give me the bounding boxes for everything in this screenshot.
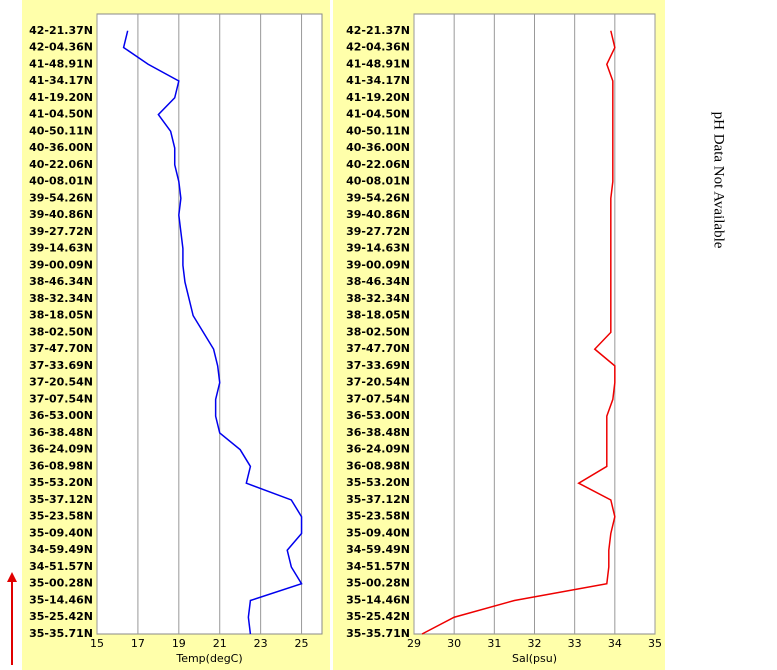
y-tick-label: 41-48.91N — [29, 57, 93, 70]
y-tick-label: 40-50.11N — [346, 124, 410, 137]
y-tick-label: 38-02.50N — [29, 325, 93, 338]
y-tick-label: 40-22.06N — [29, 158, 93, 171]
x-tick-label: 35 — [648, 637, 662, 650]
y-tick-label: 41-34.17N — [346, 74, 410, 87]
x-tick-label: 25 — [295, 637, 309, 650]
x-axis-label: Sal(psu) — [512, 652, 557, 665]
y-tick-label: 37-33.69N — [346, 359, 410, 372]
y-tick-label: 42-04.36N — [29, 41, 93, 54]
y-tick-label: 39-54.26N — [346, 191, 410, 204]
y-tick-label: 40-08.01N — [29, 175, 93, 188]
x-tick-label: 32 — [528, 637, 542, 650]
y-tick-label: 41-19.20N — [29, 91, 93, 104]
y-tick-label: 35-14.46N — [29, 593, 93, 606]
y-tick-label: 35-00.28N — [29, 577, 93, 590]
y-tick-label: 35-25.42N — [346, 610, 410, 623]
y-tick-label: 38-32.34N — [29, 292, 93, 305]
y-tick-label: 38-46.34N — [29, 275, 93, 288]
y-tick-label: 36-24.09N — [29, 443, 93, 456]
y-tick-label: 41-34.17N — [29, 74, 93, 87]
y-tick-label: 37-20.54N — [346, 376, 410, 389]
data-line — [421, 30, 616, 635]
y-tick-label: 40-36.00N — [29, 141, 93, 154]
y-tick-label: 37-07.54N — [346, 392, 410, 405]
x-tick-label: 17 — [131, 637, 145, 650]
y-tick-label: 39-27.72N — [346, 225, 410, 238]
x-axis-label: Temp(degC) — [175, 652, 242, 665]
x-tick-label: 29 — [407, 637, 421, 650]
y-tick-label: 34-51.57N — [29, 560, 93, 573]
y-tick-label: 35-23.58N — [346, 510, 410, 523]
y-tick-label: 34-51.57N — [346, 560, 410, 573]
y-tick-label: 39-40.86N — [346, 208, 410, 221]
x-tick-label: 15 — [90, 637, 104, 650]
y-tick-label: 40-50.11N — [29, 124, 93, 137]
y-tick-label: 35-37.12N — [29, 493, 93, 506]
y-tick-label: 38-32.34N — [346, 292, 410, 305]
y-tick-label: 40-08.01N — [346, 175, 410, 188]
y-tick-label: 35-25.42N — [29, 610, 93, 623]
y-tick-label: 35-09.40N — [29, 526, 93, 539]
x-tick-label: 23 — [254, 637, 268, 650]
y-tick-label: 35-37.12N — [346, 493, 410, 506]
y-tick-label: 37-47.70N — [346, 342, 410, 355]
y-tick-label: 35-53.20N — [29, 476, 93, 489]
y-tick-label: 36-38.48N — [346, 426, 410, 439]
y-tick-label: 37-20.54N — [29, 376, 93, 389]
y-tick-label: 41-04.50N — [29, 108, 93, 121]
y-tick-label: 35-09.40N — [346, 526, 410, 539]
y-tick-label: 36-53.00N — [29, 409, 93, 422]
y-tick-label: 36-08.98N — [29, 459, 93, 472]
y-tick-label: 39-00.09N — [346, 258, 410, 271]
y-tick-label: 36-24.09N — [346, 443, 410, 456]
y-tick-label: 38-46.34N — [346, 275, 410, 288]
x-tick-label: 33 — [568, 637, 582, 650]
y-tick-label: 39-00.09N — [29, 258, 93, 271]
x-tick-label: 19 — [172, 637, 186, 650]
y-tick-label: 42-21.37N — [346, 24, 410, 37]
y-tick-label: 35-35.71N — [29, 627, 93, 640]
x-tick-label: 30 — [447, 637, 461, 650]
y-tick-label: 39-14.63N — [346, 242, 410, 255]
y-tick-label: 38-18.05N — [346, 309, 410, 322]
y-tick-label: 35-14.46N — [346, 593, 410, 606]
y-tick-label: 41-04.50N — [346, 108, 410, 121]
y-tick-label: 38-18.05N — [29, 309, 93, 322]
y-tick-label: 39-40.86N — [29, 208, 93, 221]
y-tick-label: 35-00.28N — [346, 577, 410, 590]
message: pH Data Not Available — [711, 112, 727, 249]
y-tick-label: 41-48.91N — [346, 57, 410, 70]
y-tick-label: 37-33.69N — [29, 359, 93, 372]
y-tick-label: 35-53.20N — [346, 476, 410, 489]
plot-area — [96, 13, 323, 635]
x-tick-label: 21 — [213, 637, 227, 650]
y-tick-label: 35-23.58N — [29, 510, 93, 523]
y-tick-label: 34-59.49N — [29, 543, 93, 556]
y-tick-label: 41-19.20N — [346, 91, 410, 104]
x-tick-label: 34 — [608, 637, 622, 650]
y-tick-label: 35-35.71N — [346, 627, 410, 640]
y-tick-label: 36-38.48N — [29, 426, 93, 439]
y-tick-label: 40-22.06N — [346, 158, 410, 171]
y-tick-label: 38-02.50N — [346, 325, 410, 338]
y-tick-label: 37-07.54N — [29, 392, 93, 405]
arrow-head — [7, 572, 17, 582]
x-tick-label: 31 — [487, 637, 501, 650]
y-tick-label: 40-36.00N — [346, 141, 410, 154]
data-line — [122, 30, 303, 635]
y-tick-label: 39-14.63N — [29, 242, 93, 255]
y-tick-label: 42-04.36N — [346, 41, 410, 54]
y-tick-label: 36-08.98N — [346, 459, 410, 472]
y-tick-label: 39-54.26N — [29, 191, 93, 204]
y-tick-label: 34-59.49N — [346, 543, 410, 556]
y-tick-label: 37-47.70N — [29, 342, 93, 355]
y-tick-label: 39-27.72N — [29, 225, 93, 238]
y-tick-label: 42-21.37N — [29, 24, 93, 37]
y-tick-label: 36-53.00N — [346, 409, 410, 422]
